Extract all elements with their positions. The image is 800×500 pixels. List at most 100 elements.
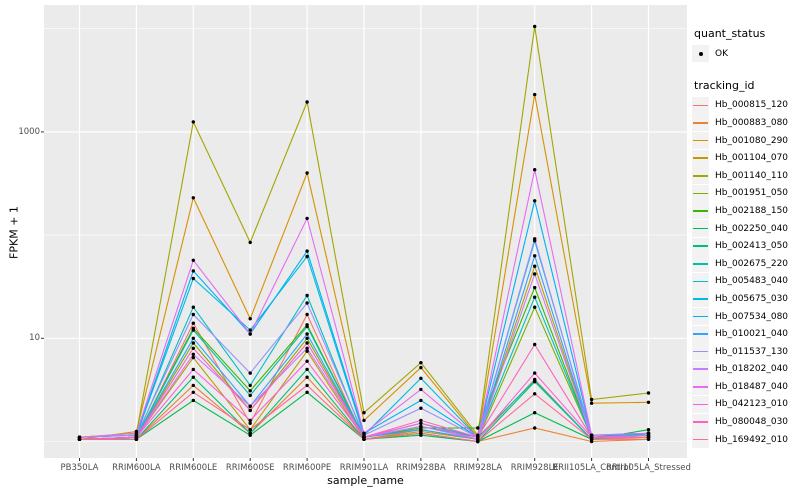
data-point	[646, 435, 651, 439]
data-point	[191, 328, 195, 332]
line-key-icon	[692, 360, 709, 378]
legend-item-label: Hb_001951_050	[715, 188, 789, 199]
line-key-icon	[692, 272, 709, 290]
line-key-icon	[692, 378, 709, 396]
data-point	[248, 332, 252, 336]
data-point	[305, 390, 309, 394]
x-tick-label: RRIM928BA	[396, 463, 446, 473]
line-key-icon	[692, 132, 709, 150]
data-point	[305, 216, 309, 221]
data-point	[305, 349, 309, 353]
legend-item-label: Hb_010021_040	[715, 329, 789, 340]
series-color-line-icon	[693, 192, 708, 195]
series-color-line-icon	[693, 368, 708, 371]
legend-item-label: Hb_002250_040	[715, 223, 789, 234]
legend-item-label: Hb_169492_010	[715, 434, 789, 445]
line-key-icon	[692, 237, 709, 255]
line-key-icon	[692, 220, 709, 238]
y-tick-label-10: 10	[29, 333, 40, 343]
data-point	[248, 371, 252, 375]
series-color-line-icon	[693, 262, 708, 265]
data-point	[134, 431, 139, 435]
data-point	[305, 359, 309, 363]
black-point-icon	[698, 51, 703, 56]
legend-item-Hb_007534_080: Hb_007534_080	[692, 308, 798, 326]
line-key-icon	[692, 149, 709, 167]
data-point	[305, 367, 309, 372]
legend-item-Hb_000815_120: Hb_000815_120	[692, 96, 798, 115]
data-point	[362, 437, 366, 441]
legend-item-label: Hb_002675_220	[715, 258, 789, 269]
data-point	[533, 411, 537, 415]
data-point	[77, 437, 82, 441]
data-point	[305, 293, 309, 298]
legend-item-label: Hb_005483_040	[715, 276, 789, 287]
x-tick-label: RRIM600SE	[225, 463, 275, 473]
data-point	[191, 375, 195, 379]
legend: quant_status OK tracking_id Hb_000815_12…	[692, 27, 798, 449]
data-point	[248, 421, 252, 425]
data-point	[419, 376, 423, 380]
legend-item-label: Hb_001140_110	[715, 170, 789, 181]
x-tick-label: RRIM600LA	[112, 463, 161, 473]
line-key-icon	[692, 114, 709, 132]
data-point	[419, 387, 423, 392]
legend-item-Hb_042123_010: Hb_042123_010	[692, 395, 798, 414]
legend-title-tracking-id: tracking_id	[694, 78, 755, 92]
data-point	[589, 437, 594, 441]
data-point	[248, 240, 252, 245]
y-axis-title: FPKM + 1	[7, 206, 21, 259]
legend-item-label: Hb_007534_080	[715, 311, 789, 322]
series-color-line-icon	[693, 157, 708, 159]
series-color-line-icon	[693, 403, 708, 406]
data-point	[646, 400, 651, 404]
legend-item-ok: OK	[692, 45, 798, 63]
data-point	[362, 431, 366, 435]
data-point	[646, 391, 651, 395]
data-point	[533, 199, 537, 203]
series-color-line-icon	[693, 104, 708, 107]
data-point	[248, 317, 252, 321]
legend-item-Hb_011537_130: Hb_011537_130	[692, 343, 798, 361]
series-color-line-icon	[693, 350, 708, 353]
data-point	[134, 437, 139, 441]
legend-tracking-entries: Hb_000815_120 Hb_000883_080 Hb_001080_290 H…	[692, 96, 798, 449]
data-point	[191, 276, 195, 281]
data-point	[533, 378, 537, 383]
data-point	[533, 272, 537, 276]
data-point	[305, 332, 309, 336]
data-point	[362, 418, 366, 423]
data-point	[533, 237, 537, 241]
data-point	[305, 336, 309, 340]
data-point	[248, 431, 252, 435]
data-point	[191, 269, 195, 273]
data-point	[305, 171, 309, 175]
data-point	[362, 411, 366, 415]
data-point	[533, 24, 537, 29]
data-point	[533, 426, 537, 430]
data-point	[191, 390, 195, 394]
data-point	[191, 336, 195, 340]
data-point	[419, 398, 423, 403]
legend-item-Hb_169492_010: Hb_169492_010	[692, 431, 798, 449]
series-color-line-icon	[693, 298, 708, 300]
data-point	[419, 365, 423, 370]
data-point	[191, 196, 195, 200]
legend-item-label: Hb_042123_010	[715, 399, 789, 410]
point-key-icon	[692, 45, 709, 63]
line-key-icon	[692, 308, 709, 326]
legend-item-Hb_002250_040: Hb_002250_040	[692, 220, 798, 238]
legend-item-Hb_001140_110: Hb_001140_110	[692, 167, 798, 185]
line-key-icon	[692, 167, 709, 185]
data-point	[191, 352, 195, 356]
legend-item-label: Hb_018487_040	[715, 381, 789, 392]
data-point	[419, 424, 423, 429]
data-point	[305, 341, 309, 345]
data-point	[305, 383, 309, 388]
legend-item-label: Hb_005675_030	[715, 293, 789, 304]
data-point	[589, 397, 594, 402]
data-point	[305, 346, 309, 350]
data-point	[248, 328, 252, 332]
